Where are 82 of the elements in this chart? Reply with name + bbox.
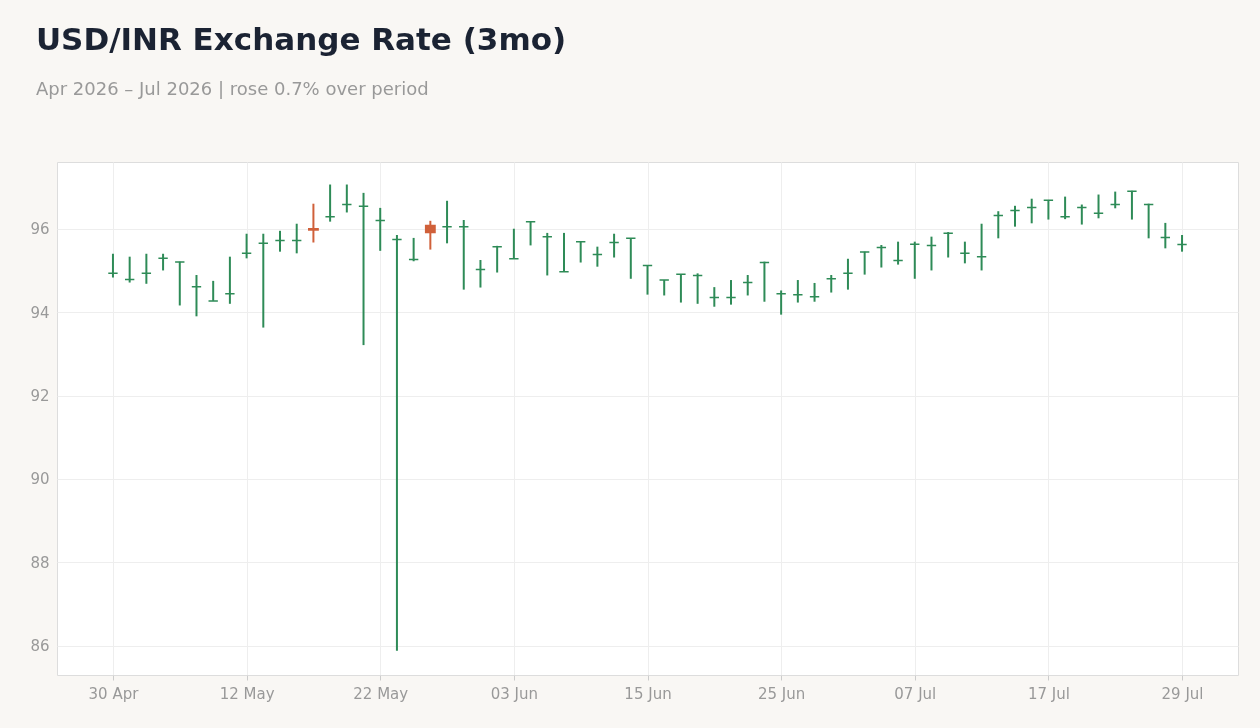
chart-subtitle: Apr 2026 – Jul 2026 | rose 0.7% over period — [35, 78, 429, 99]
y-tick-label: 86 — [30, 637, 50, 656]
x-tick-label: 03 Jun — [490, 684, 539, 703]
x-tick-label: 17 Jul — [1027, 684, 1070, 703]
candlestick — [157, 252, 169, 272]
candlestick — [591, 245, 603, 268]
candlestick — [291, 222, 303, 255]
candlestick — [391, 233, 403, 652]
candlestick — [959, 240, 971, 265]
candlestick — [875, 244, 887, 269]
candlestick — [324, 183, 336, 223]
y-tick-label: 90 — [30, 470, 50, 489]
x-tick-label: 12 May — [219, 684, 275, 703]
candlestick — [475, 259, 486, 289]
candlestick — [1042, 198, 1054, 221]
y-tick-label: 92 — [30, 387, 50, 406]
candlestick — [508, 227, 520, 260]
candlestick — [1159, 221, 1171, 250]
y-tick-label: 94 — [30, 303, 50, 322]
candlestick — [1093, 193, 1104, 220]
candlestick — [1026, 197, 1038, 225]
candlestick — [257, 232, 269, 329]
candlestick — [842, 257, 854, 291]
candlestick — [224, 255, 236, 305]
x-tick-label: 29 Jul — [1161, 684, 1204, 703]
candlestick — [608, 232, 620, 259]
candlestick — [174, 260, 186, 307]
candlestick — [558, 231, 570, 273]
x-tick-label: 15 Jun — [624, 684, 672, 703]
candlestick — [892, 240, 904, 266]
candlestick — [541, 231, 553, 277]
candlestick — [1076, 203, 1088, 226]
candlestick — [124, 255, 136, 284]
candlestick — [926, 235, 937, 272]
candlestick — [1009, 204, 1021, 228]
candlestick — [742, 274, 754, 297]
candlestick — [976, 222, 988, 272]
candlestick — [809, 281, 820, 303]
candlestick — [191, 274, 202, 318]
candlestick — [408, 236, 420, 263]
x-tick-label: 22 May — [353, 684, 409, 703]
candlestick — [658, 279, 670, 297]
candlestick — [792, 279, 804, 304]
candlestick — [374, 206, 386, 252]
candlestick — [942, 231, 954, 259]
candlestick — [424, 219, 436, 251]
candlestick — [274, 229, 286, 253]
candlestick — [625, 237, 637, 280]
candlestick — [1176, 233, 1188, 253]
candlestick — [859, 250, 871, 276]
candlestick — [525, 220, 536, 247]
x-tick-label: 25 Jun — [757, 684, 806, 703]
y-tick-label: 96 — [30, 220, 50, 239]
candlestick — [675, 273, 687, 304]
candlestick — [1126, 189, 1138, 221]
candlestick — [992, 210, 1004, 240]
candlestick — [642, 264, 653, 296]
candlestick — [909, 240, 921, 280]
x-tick-label: 07 Jul — [894, 684, 937, 703]
candlestick — [759, 260, 770, 303]
candlestick — [107, 252, 119, 279]
candlestick — [358, 191, 369, 347]
candlestick — [1059, 195, 1071, 221]
candlestick — [692, 272, 704, 305]
y-tick-label: 88 — [30, 553, 50, 572]
candlestick — [140, 252, 152, 285]
x-tick-label: 30 Apr — [88, 684, 140, 703]
candlestick — [575, 240, 587, 264]
candlestick — [241, 232, 253, 260]
candlestick — [708, 286, 720, 308]
candlestick — [825, 274, 837, 294]
candlestick — [725, 279, 737, 306]
candlestick — [307, 202, 319, 244]
candlestick — [341, 183, 353, 214]
candlestick — [1143, 202, 1155, 240]
chart-title: USD/INR Exchange Rate (3mo) — [35, 21, 567, 57]
candlestick — [491, 244, 503, 274]
candlestick — [441, 199, 453, 245]
candlestick — [458, 218, 470, 291]
candlestick — [775, 289, 787, 316]
candlestick — [1109, 190, 1121, 210]
candlestick — [207, 279, 219, 302]
